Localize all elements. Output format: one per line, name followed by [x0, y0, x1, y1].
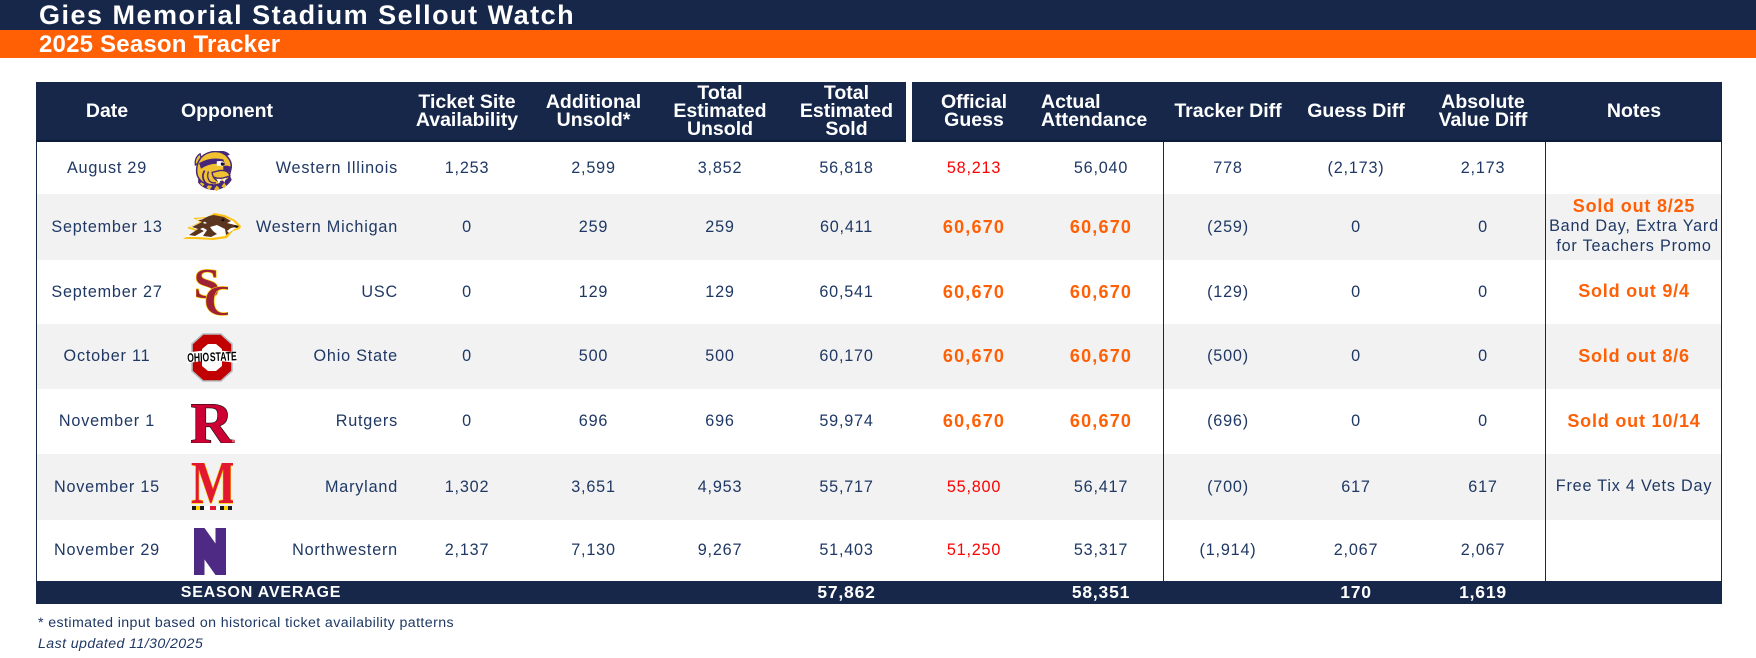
svg-text:S: S [196, 268, 220, 307]
svg-text:R: R [191, 404, 235, 443]
svg-text:M: M [191, 463, 233, 510]
svg-text:OHIO STATE: OHIO STATE [187, 349, 237, 365]
svg-text:C: C [204, 277, 228, 316]
